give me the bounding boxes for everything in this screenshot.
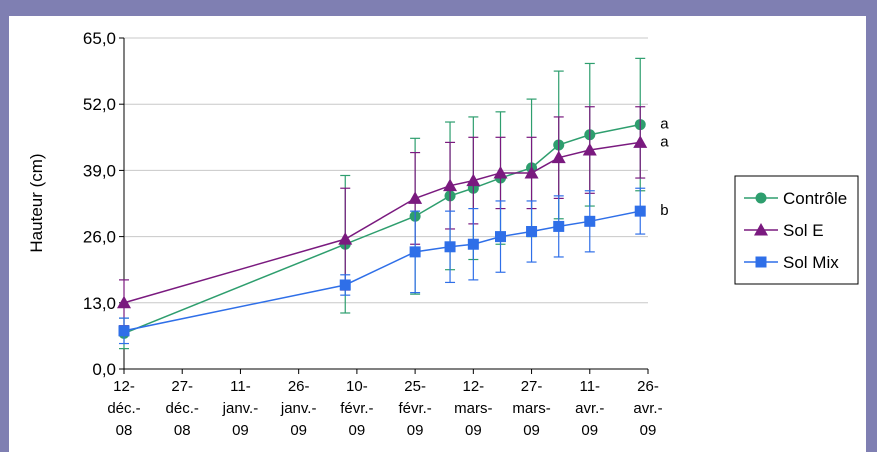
series-circle [118,57,646,350]
data-point [582,143,597,156]
x-tick-label: 27-mars-09 [512,378,550,439]
legend: Contrôle Sol E Sol Mix [734,175,859,285]
series-square [118,187,646,345]
frame-top [0,0,877,16]
legend-label: Sol Mix [783,253,839,272]
legend-marker [754,223,768,236]
series-line [123,210,641,332]
y-tick-label: 52,0 [83,95,116,114]
y-tick-label: 65,0 [83,29,116,48]
significance-label: a [660,116,669,133]
data-point [493,165,508,179]
data-point [339,279,351,291]
x-tick-label: 10-févr.-09 [340,378,373,439]
x-tick-label: 27-déc.-08 [166,378,199,439]
data-point [584,215,596,227]
data-point [117,295,131,309]
data-point [551,150,566,164]
frame-right [866,0,877,452]
data-point [408,191,423,204]
data-point [553,220,565,232]
legend-label: Contrôle [783,189,847,208]
data-point [633,135,648,148]
legend-marker [755,256,767,268]
frame-left [0,0,9,452]
data-point [467,238,479,250]
x-tick-label: 12-mars-09 [454,378,492,439]
x-tick-label: 12-déc.-08 [107,378,140,439]
x-tick-label: 26-janv.-09 [280,378,317,439]
data-point [526,226,538,238]
data-point [338,232,353,245]
significance-label: b [660,202,668,219]
data-point [444,241,456,253]
data-point [466,173,481,187]
data-point [443,178,458,192]
x-tick-label: 25-févr.-09 [398,378,431,439]
legend-marker [755,192,767,204]
axes: Hauteur (cm) 0,0 13,0 26,0 39,0 52,0 65,0 12-d… [27,29,663,439]
series-line [123,123,641,335]
legend-label: Sol E [783,221,824,240]
x-tick-label: 11-janv.-09 [222,378,259,439]
y-tick-label: 0,0 [92,360,116,379]
x-tick-label: 11-avr.-09 [575,378,604,439]
series-triangle [117,106,648,327]
y-axis-label: Hauteur (cm) [27,153,46,252]
x-tick-label: 26-avr.-09 [633,378,662,439]
data-point [634,205,646,217]
data-point [524,165,539,179]
grid [124,37,648,304]
data-point [495,231,507,243]
y-tick-label: 26,0 [83,228,116,247]
data-point [118,325,130,337]
significance-label: a [660,133,669,150]
series-line [123,141,641,304]
series: aa b [117,57,669,350]
y-tick-label: 13,0 [83,294,116,313]
y-tick-label: 39,0 [83,161,116,180]
data-point [409,246,421,258]
